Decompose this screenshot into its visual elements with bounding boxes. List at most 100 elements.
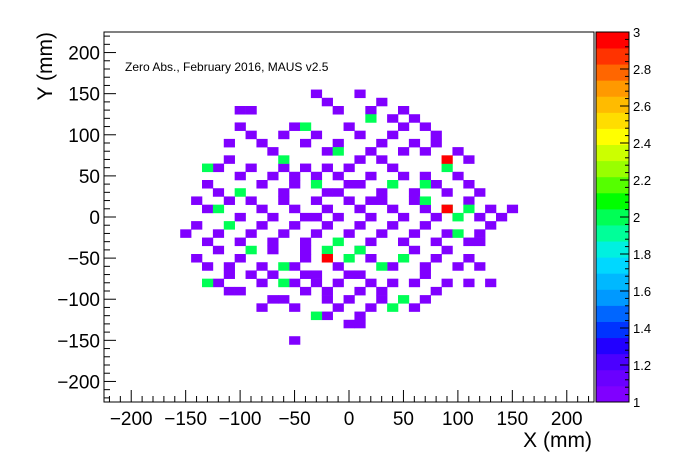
heatmap-bin	[278, 196, 290, 205]
heatmap-bin	[365, 278, 377, 288]
heatmap-bin	[419, 262, 431, 271]
heatmap-bin	[365, 237, 377, 247]
heatmap-bin	[343, 319, 355, 329]
heatmap-bin	[485, 278, 497, 288]
heatmap-bin	[441, 155, 453, 164]
x-tick-label: 200	[551, 409, 583, 430]
palette-tick-label: 1.4	[633, 321, 651, 336]
heatmap-bin	[310, 278, 323, 288]
heatmap-bin	[408, 303, 421, 312]
palette-band	[596, 96, 629, 113]
heatmap-bin	[441, 204, 453, 214]
heatmap-bin	[234, 122, 246, 131]
heatmap-bin	[365, 171, 377, 181]
heatmap-bin	[321, 254, 333, 263]
heatmap-bin	[343, 254, 355, 263]
heatmap-bin	[398, 237, 410, 247]
heatmap-bin	[387, 163, 399, 173]
heatmap-bin	[376, 286, 388, 296]
heatmap-bin	[452, 229, 464, 238]
heatmap-bin	[256, 180, 268, 189]
heatmap-bin	[278, 130, 290, 140]
heatmap-bin	[245, 229, 257, 238]
heatmap-bin	[245, 245, 257, 255]
heatmap-bin	[310, 196, 323, 205]
palette-tick-label: 2.6	[633, 99, 651, 114]
y-tick-label: −100	[57, 290, 100, 311]
palette-band	[596, 208, 629, 226]
heatmap-bin	[332, 262, 344, 271]
heatmap-bin	[376, 295, 388, 304]
palette-tick-label: 2	[633, 210, 640, 225]
palette-tick-label: 1.8	[633, 247, 651, 262]
heatmap-bin	[202, 237, 214, 247]
heatmap-bin	[463, 204, 475, 214]
palette-band	[596, 80, 629, 97]
heatmap-bin	[310, 311, 323, 321]
heatmap-bin	[365, 147, 377, 156]
palette-band	[596, 305, 629, 322]
heatmap-bin	[289, 303, 301, 312]
x-tick-label: −50	[278, 409, 310, 430]
heatmap-bin	[474, 188, 486, 197]
heatmap-bin	[452, 212, 464, 222]
palette-band	[596, 273, 629, 290]
heatmap-bin	[278, 155, 290, 164]
heatmap-bin	[321, 147, 333, 156]
heatmap-bin	[387, 130, 399, 140]
heatmap-bin	[278, 295, 290, 304]
heatmap-bin	[408, 188, 421, 197]
heatmap-bin	[234, 212, 246, 222]
heatmap-bin	[430, 180, 442, 189]
heatmap-bin	[408, 245, 421, 255]
heatmap-bin	[289, 221, 301, 230]
heatmap-bin	[212, 278, 225, 288]
heatmap-bin	[430, 254, 442, 263]
palette-band	[596, 337, 629, 355]
heatmap-bin	[398, 171, 410, 181]
heatmap-bin	[463, 155, 475, 164]
palette-band	[596, 225, 629, 242]
heatmap-bin	[419, 295, 431, 304]
heatmap-bin	[191, 254, 203, 263]
heatmap-bin	[223, 221, 235, 230]
heatmap-bin	[485, 204, 497, 214]
heatmap-bin	[278, 262, 290, 271]
heatmap-bin	[234, 286, 246, 296]
heatmap-bin	[278, 188, 290, 197]
heatmap-bin	[256, 221, 268, 230]
heatmap-bin	[441, 245, 453, 255]
heatmap-bin	[463, 278, 475, 288]
palette-band	[596, 176, 629, 194]
heatmap-bin	[245, 163, 257, 173]
heatmap-bin	[332, 237, 344, 247]
palette-band	[596, 128, 629, 146]
heatmap-bin	[310, 130, 323, 140]
x-axis-title: X (mm)	[523, 429, 592, 452]
heatmap-bin	[387, 303, 399, 312]
heatmap-bin	[365, 254, 377, 263]
heatmap-bin	[278, 278, 290, 288]
heatmap-bin	[310, 89, 323, 99]
heatmap-bin	[300, 163, 312, 173]
palette-tick-label: 1	[633, 395, 640, 410]
heatmap-bin	[430, 130, 442, 140]
heatmap-bin	[202, 278, 214, 288]
heatmap-bin	[223, 138, 235, 148]
heatmap-bin	[332, 106, 344, 115]
heatmap-bin	[245, 196, 257, 205]
heatmap-bin	[256, 262, 268, 271]
heatmap-bin	[300, 254, 312, 263]
heatmap-bin	[474, 262, 486, 271]
palette-tick-label: 1.6	[633, 284, 651, 299]
heatmap-bin	[212, 188, 225, 197]
heatmap-bin	[376, 188, 388, 197]
y-tick-label: 150	[68, 85, 100, 106]
heatmap-bin	[267, 270, 279, 279]
heatmap-bin	[332, 303, 344, 312]
palette-band	[596, 160, 629, 178]
heatmap-bin	[343, 196, 355, 205]
heatmap-bin	[441, 163, 453, 173]
